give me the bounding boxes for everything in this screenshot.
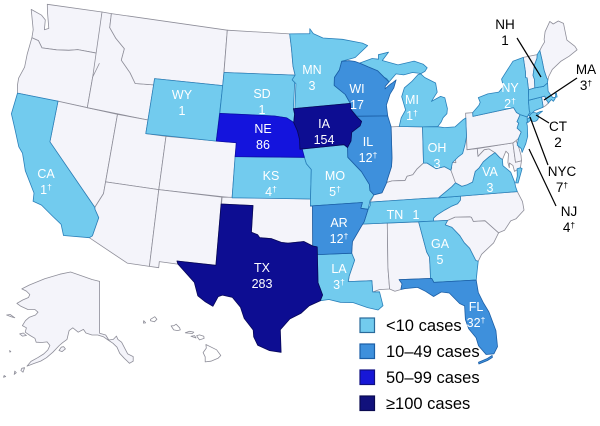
svg-text:NH: NH — [495, 17, 515, 32]
svg-text:MA: MA — [576, 62, 596, 77]
svg-text:WI: WI — [349, 82, 364, 96]
svg-text:1: 1 — [413, 208, 420, 222]
svg-text:SD: SD — [253, 87, 270, 101]
svg-text:1: 1 — [259, 103, 266, 117]
svg-text:LA: LA — [331, 262, 347, 276]
svg-text:MI: MI — [405, 93, 419, 107]
svg-text:OH: OH — [428, 141, 447, 155]
svg-text:3: 3 — [434, 157, 441, 171]
svg-text:NJ: NJ — [561, 204, 578, 219]
svg-text:<10 cases: <10 cases — [386, 317, 462, 335]
svg-text:TX: TX — [254, 261, 271, 275]
svg-text:1: 1 — [501, 33, 509, 48]
svg-text:VA: VA — [482, 165, 498, 179]
svg-text:FL: FL — [469, 300, 484, 314]
svg-text:IA: IA — [318, 117, 330, 131]
svg-text:NYC: NYC — [548, 164, 577, 179]
svg-text:WY: WY — [172, 88, 193, 102]
svg-text:NY: NY — [501, 81, 519, 95]
svg-text:MN: MN — [302, 63, 321, 77]
svg-text:IL: IL — [363, 135, 373, 149]
svg-text:AR: AR — [330, 216, 347, 230]
svg-text:283: 283 — [252, 277, 273, 291]
svg-text:2†: 2† — [504, 96, 516, 111]
svg-text:2: 2 — [554, 135, 562, 150]
svg-text:1†: 1† — [40, 182, 52, 197]
svg-text:5: 5 — [437, 253, 444, 267]
svg-text:CA: CA — [37, 167, 55, 181]
svg-text:10–49 cases: 10–49 cases — [386, 343, 480, 361]
svg-text:154: 154 — [314, 133, 335, 147]
svg-text:5†: 5† — [329, 184, 341, 199]
svg-text:4†: 4† — [265, 184, 277, 199]
svg-text:CT: CT — [549, 119, 567, 134]
svg-text:3: 3 — [309, 79, 316, 93]
svg-text:MO: MO — [325, 169, 345, 183]
svg-text:GA: GA — [431, 237, 450, 251]
svg-text:50–99 cases: 50–99 cases — [386, 369, 480, 387]
svg-text:1: 1 — [179, 104, 186, 118]
svg-text:17: 17 — [350, 98, 364, 112]
svg-text:NE: NE — [254, 122, 271, 136]
svg-text:KS: KS — [263, 169, 280, 183]
svg-text:3: 3 — [487, 181, 494, 195]
svg-text:1†: 1† — [406, 108, 418, 123]
svg-text:86: 86 — [256, 138, 270, 152]
svg-text:TN: TN — [387, 208, 404, 222]
svg-text:3†: 3† — [333, 277, 345, 292]
svg-text:≥100 cases: ≥100 cases — [386, 395, 470, 413]
